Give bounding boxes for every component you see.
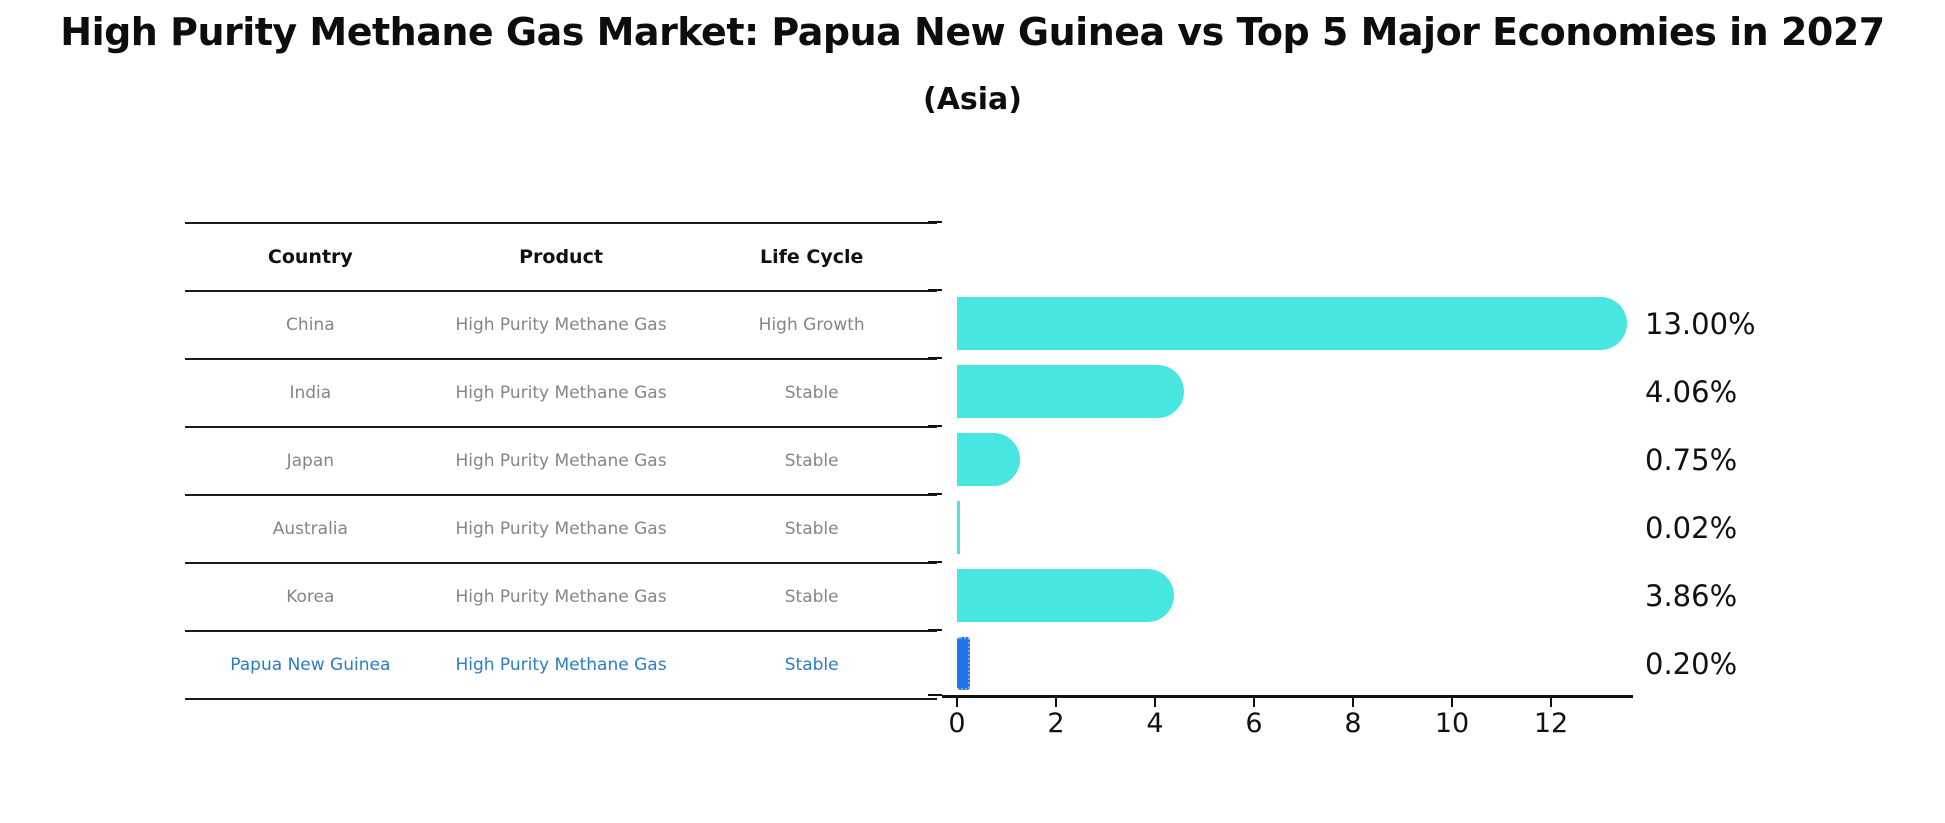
life-cycle-cell: High Growth bbox=[758, 315, 865, 335]
product-cell: High Purity Methane Gas bbox=[455, 587, 667, 607]
x-axis-tick-label: 8 bbox=[1344, 708, 1362, 739]
y-axis-tick bbox=[928, 493, 942, 495]
table-row: China High Purity Methane Gas High Growt… bbox=[185, 290, 937, 358]
table-bottom-rule bbox=[185, 698, 937, 700]
y-axis-tick bbox=[928, 357, 942, 359]
country-cell: Australia bbox=[272, 519, 348, 539]
product-cell: High Purity Methane Gas bbox=[455, 451, 667, 471]
y-axis-tick bbox=[928, 425, 942, 427]
country-cell: Korea bbox=[286, 587, 335, 607]
bar-australia bbox=[957, 501, 960, 554]
x-axis-tick bbox=[956, 698, 958, 707]
x-axis-line bbox=[942, 695, 1633, 698]
life-cycle-cell: Stable bbox=[784, 383, 839, 403]
table-row: Korea High Purity Methane Gas Stable bbox=[185, 562, 937, 630]
bar-korea bbox=[957, 569, 1175, 622]
country-cell: India bbox=[289, 383, 332, 403]
product-cell: High Purity Methane Gas bbox=[455, 519, 667, 539]
x-axis-tick-label: 12 bbox=[1533, 708, 1569, 739]
x-axis-tick-label: 6 bbox=[1245, 708, 1263, 739]
bar-japan bbox=[957, 433, 1021, 486]
country-cell: China bbox=[286, 315, 335, 335]
value-label: 0.02% bbox=[1645, 511, 1738, 545]
x-axis-tick bbox=[1550, 698, 1552, 707]
table-row: Australia High Purity Methane Gas Stable bbox=[185, 494, 937, 562]
y-axis-tick bbox=[928, 289, 942, 291]
y-axis-tick bbox=[928, 561, 942, 563]
product-cell: High Purity Methane Gas bbox=[455, 383, 667, 403]
column-header-life-cycle: Life Cycle bbox=[759, 246, 864, 268]
x-axis-tick-label: 10 bbox=[1434, 708, 1470, 739]
x-axis-tick-label: 0 bbox=[948, 708, 966, 739]
bar-india bbox=[957, 365, 1184, 418]
x-axis-tick-label: 2 bbox=[1047, 708, 1065, 739]
table-row-papua-new-guinea: Papua New Guinea High Purity Methane Gas… bbox=[185, 630, 937, 698]
value-label: 0.75% bbox=[1645, 443, 1738, 477]
table-row: India High Purity Methane Gas Stable bbox=[185, 358, 937, 426]
value-label: 3.86% bbox=[1645, 579, 1738, 613]
value-label: 13.00% bbox=[1645, 307, 1756, 341]
table-row: Japan High Purity Methane Gas Stable bbox=[185, 426, 937, 494]
life-cycle-cell: Stable bbox=[784, 587, 839, 607]
life-cycle-cell: Stable bbox=[784, 451, 839, 471]
life-cycle-cell: Stable bbox=[784, 519, 839, 539]
country-cell: Japan bbox=[286, 451, 335, 471]
value-label: 0.20% bbox=[1645, 647, 1738, 681]
x-axis-tick bbox=[1451, 698, 1453, 707]
x-axis-tick bbox=[1154, 698, 1156, 707]
x-axis-tick-label: 4 bbox=[1146, 708, 1164, 739]
x-axis-tick bbox=[1055, 698, 1057, 707]
life-cycle-cell: Stable bbox=[784, 655, 839, 675]
value-label: 4.06% bbox=[1645, 375, 1738, 409]
chart-title: High Purity Methane Gas Market: Papua Ne… bbox=[60, 10, 1885, 54]
column-header-country: Country bbox=[267, 246, 353, 268]
bar-china bbox=[957, 297, 1627, 350]
table-header-row: Country Product Life Cycle bbox=[185, 222, 937, 290]
x-axis-tick bbox=[1352, 698, 1354, 707]
country-cell: Papua New Guinea bbox=[230, 655, 391, 675]
y-axis-tick bbox=[928, 694, 942, 696]
y-axis-tick bbox=[928, 629, 942, 631]
product-cell: High Purity Methane Gas bbox=[455, 655, 667, 675]
x-axis-tick bbox=[1253, 698, 1255, 707]
chart-subtitle: (Asia) bbox=[922, 82, 1023, 117]
column-header-product: Product bbox=[519, 246, 603, 268]
bar-papua-new-guinea bbox=[957, 637, 970, 690]
y-axis-tick bbox=[928, 221, 942, 223]
product-cell: High Purity Methane Gas bbox=[455, 315, 667, 335]
